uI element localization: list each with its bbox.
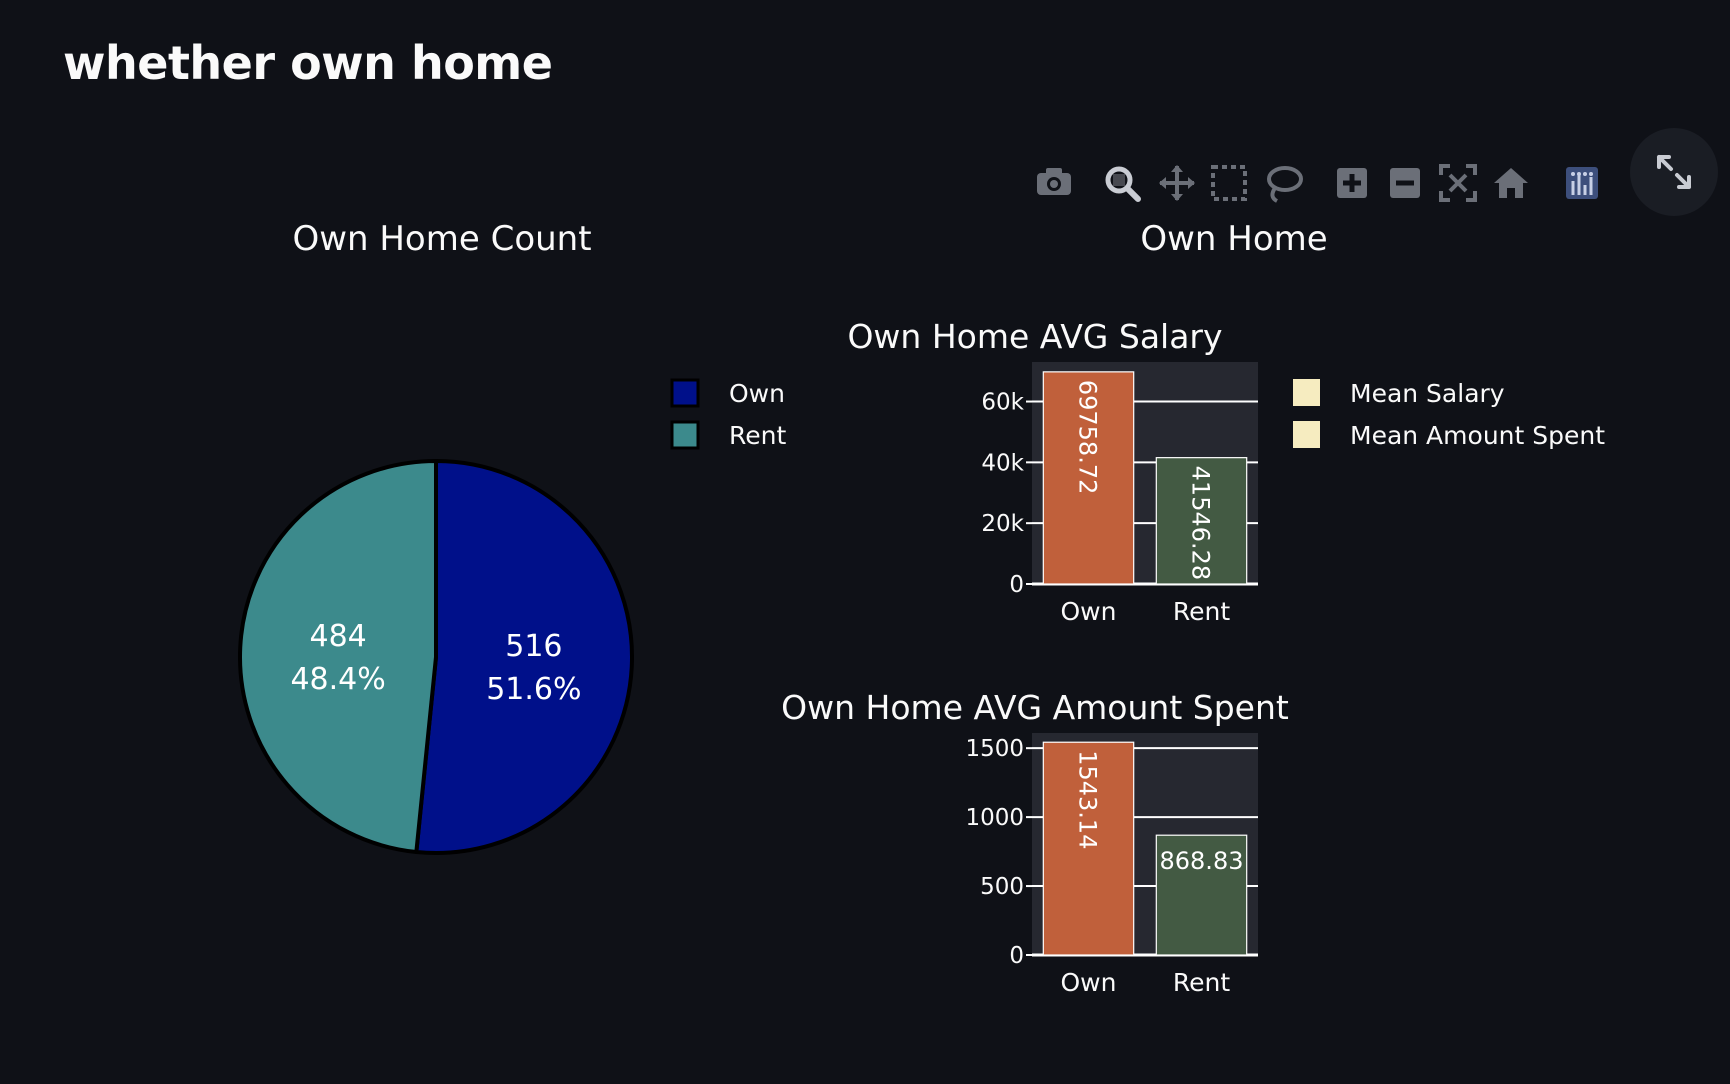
pie-slice-own[interactable] [414, 459, 634, 855]
fullscreen-icon [1657, 155, 1691, 189]
pie-slice-rent[interactable] [238, 459, 438, 855]
pie-legend-swatch[interactable] [670, 420, 700, 450]
pie-value-label: 516 [505, 629, 562, 664]
pie-legend-swatch[interactable] [670, 378, 700, 408]
pie-percent-label: 51.6% [486, 672, 581, 707]
amount-spent-bar-chart-ytick-label: 1500 [965, 736, 1024, 762]
zoom-out-icon[interactable] [1390, 168, 1420, 198]
salary-bar-chart-ytick-label: 60k [981, 390, 1024, 416]
zoom-in-icon[interactable] [1337, 168, 1367, 198]
fullscreen-button[interactable] [1630, 128, 1718, 216]
amount-spent-bar-chart-value-label: 1543.14 [1074, 750, 1102, 849]
salary-bar-chart-title: Own Home AVG Salary [847, 317, 1222, 356]
salary-bar-chart-value-label: 41546.28 [1187, 466, 1215, 581]
bar-legend-swatch[interactable] [1293, 379, 1320, 406]
pie-legend-label: Own [729, 379, 785, 408]
pie-value-label: 484 [309, 619, 366, 654]
bar-legend-label: Mean Amount Spent [1350, 421, 1605, 450]
lasso-select-icon[interactable] [1267, 166, 1303, 203]
salary-bar-chart-ytick-label: 0 [1009, 572, 1024, 598]
bars-group-title: Own Home [1140, 219, 1327, 259]
pie-chart: Own Home Count 516 51.6% 484 48.4% Own Rent [238, 219, 786, 855]
amount-spent-bar-chart-ytick-label: 0 [1009, 943, 1024, 969]
pan-icon[interactable] [1159, 165, 1195, 201]
modebar-icons [1037, 164, 1598, 203]
salary-bar-chart: Own Home AVG Salary 0 20k 40k 60k 69758.72 Own… [847, 317, 1258, 626]
amount-spent-bar-chart-bar-own[interactable] [1042, 741, 1135, 956]
salary-bar-chart-xtick-label: Own [1061, 597, 1117, 626]
plotly-logo-icon[interactable] [1566, 167, 1598, 199]
amount-spent-bar-chart-xtick-label: Rent [1173, 968, 1230, 997]
pie-title: Own Home Count [292, 219, 591, 259]
salary-bar-chart-bar-own[interactable] [1042, 371, 1135, 585]
amount-spent-bar-chart-bar-rent[interactable] [1155, 834, 1248, 956]
pie-percent-label: 48.4% [290, 662, 385, 697]
amount-spent-bar-chart-xtick-label: Own [1061, 968, 1117, 997]
autoscale-icon[interactable] [1439, 164, 1477, 202]
box-select-icon[interactable] [1211, 165, 1247, 201]
bar-legend-swatch[interactable] [1293, 421, 1320, 448]
bar-legend-label: Mean Salary [1350, 379, 1505, 408]
salary-bar-chart-ytick-label: 20k [981, 511, 1024, 537]
reset-axes-icon[interactable] [1494, 168, 1528, 198]
salary-bar-chart-value-label: 69758.72 [1074, 380, 1102, 495]
pie-legend-label: Rent [729, 421, 786, 450]
amount-spent-bar-chart: Own Home AVG Amount Spent 0 500 1000 1500 154… [781, 688, 1289, 997]
camera-icon[interactable] [1037, 168, 1071, 195]
salary-bar-chart-ytick-label: 40k [981, 450, 1024, 476]
salary-bar-chart-xtick-label: Rent [1173, 597, 1230, 626]
amount-spent-bar-chart-title: Own Home AVG Amount Spent [781, 688, 1289, 727]
page-title: whether own home [63, 36, 553, 90]
salary-bar-chart-bar-rent[interactable] [1155, 457, 1248, 585]
amount-spent-bar-chart-value-label: 868.83 [1160, 847, 1244, 875]
zoom-icon[interactable] [1105, 166, 1141, 202]
bar-legend: Mean Salary Mean Amount Spent [1293, 379, 1605, 450]
amount-spent-bar-chart-ytick-label: 500 [980, 874, 1024, 900]
amount-spent-bar-chart-ytick-label: 1000 [965, 805, 1024, 831]
